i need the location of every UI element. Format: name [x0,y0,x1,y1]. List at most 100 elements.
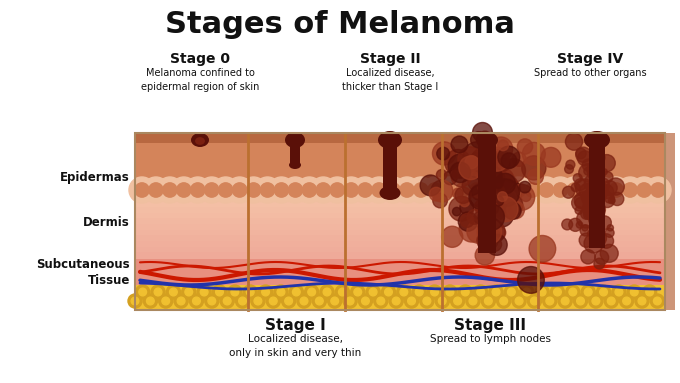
Circle shape [498,146,520,168]
Circle shape [575,177,601,203]
Bar [135,258,665,285]
Circle shape [463,142,491,170]
Circle shape [645,177,671,203]
Circle shape [575,179,586,190]
Bar [383,143,397,193]
Circle shape [590,230,607,247]
Circle shape [638,297,646,305]
Circle shape [432,193,447,208]
Circle shape [310,177,337,203]
Circle shape [467,210,481,224]
Circle shape [443,285,457,299]
Circle shape [477,131,494,148]
Circle shape [574,192,592,209]
Circle shape [599,234,613,248]
Circle shape [651,183,665,197]
Circle shape [269,297,277,305]
Circle shape [492,288,500,296]
Circle shape [400,183,414,197]
Circle shape [260,183,275,197]
Text: Spread to lymph nodes: Spread to lymph nodes [430,334,551,344]
Circle shape [593,229,602,238]
Circle shape [460,214,474,228]
Circle shape [520,285,534,299]
Circle shape [458,212,477,231]
Circle shape [595,178,609,192]
Circle shape [577,210,595,228]
Circle shape [478,182,489,193]
Circle shape [451,170,459,179]
Circle shape [584,234,603,253]
Circle shape [569,288,577,296]
Circle shape [456,183,470,197]
Bar [135,224,665,231]
Circle shape [529,236,556,262]
Circle shape [530,297,539,305]
Circle shape [592,221,600,229]
Circle shape [338,177,364,203]
Circle shape [509,184,534,210]
Text: Epidermas: Epidermas [61,172,130,185]
Bar [478,143,496,220]
Circle shape [562,186,575,198]
Circle shape [496,294,511,308]
Circle shape [496,173,513,190]
Circle shape [443,171,457,185]
Circle shape [589,164,600,175]
Circle shape [585,186,604,205]
Circle shape [331,297,339,305]
Circle shape [205,183,219,197]
Circle shape [192,297,201,305]
Circle shape [459,156,482,180]
Circle shape [576,147,591,162]
Circle shape [405,294,418,308]
Circle shape [575,179,594,197]
Circle shape [601,169,607,175]
Circle shape [483,167,492,175]
Circle shape [320,285,334,299]
Circle shape [630,288,638,296]
Circle shape [581,208,592,219]
Circle shape [477,177,504,203]
Circle shape [500,297,507,305]
Circle shape [243,285,257,299]
Circle shape [358,294,373,308]
Circle shape [602,181,617,195]
Circle shape [469,185,494,210]
Circle shape [480,168,497,185]
Ellipse shape [584,131,610,149]
Circle shape [593,189,605,202]
Circle shape [366,177,392,203]
Bar [135,235,665,242]
Circle shape [498,183,512,197]
Circle shape [354,288,362,296]
Circle shape [162,297,169,305]
Circle shape [580,225,592,236]
Circle shape [481,149,507,174]
Circle shape [576,148,586,159]
Bar [665,133,675,310]
Circle shape [460,197,469,207]
Circle shape [471,168,482,179]
Circle shape [300,297,308,305]
Circle shape [212,285,226,299]
Circle shape [477,230,498,251]
Circle shape [579,164,597,182]
Circle shape [587,179,606,198]
Circle shape [174,294,188,308]
Circle shape [480,147,488,155]
Circle shape [346,297,354,305]
Circle shape [479,188,500,210]
Circle shape [386,183,400,197]
Circle shape [131,297,139,305]
Circle shape [615,288,623,296]
Text: Stage III: Stage III [454,318,526,333]
Circle shape [460,200,474,214]
Circle shape [277,288,285,296]
Circle shape [445,149,471,176]
Circle shape [216,288,223,296]
Circle shape [590,162,597,169]
Circle shape [502,190,516,205]
Circle shape [650,294,664,308]
Circle shape [612,285,626,299]
